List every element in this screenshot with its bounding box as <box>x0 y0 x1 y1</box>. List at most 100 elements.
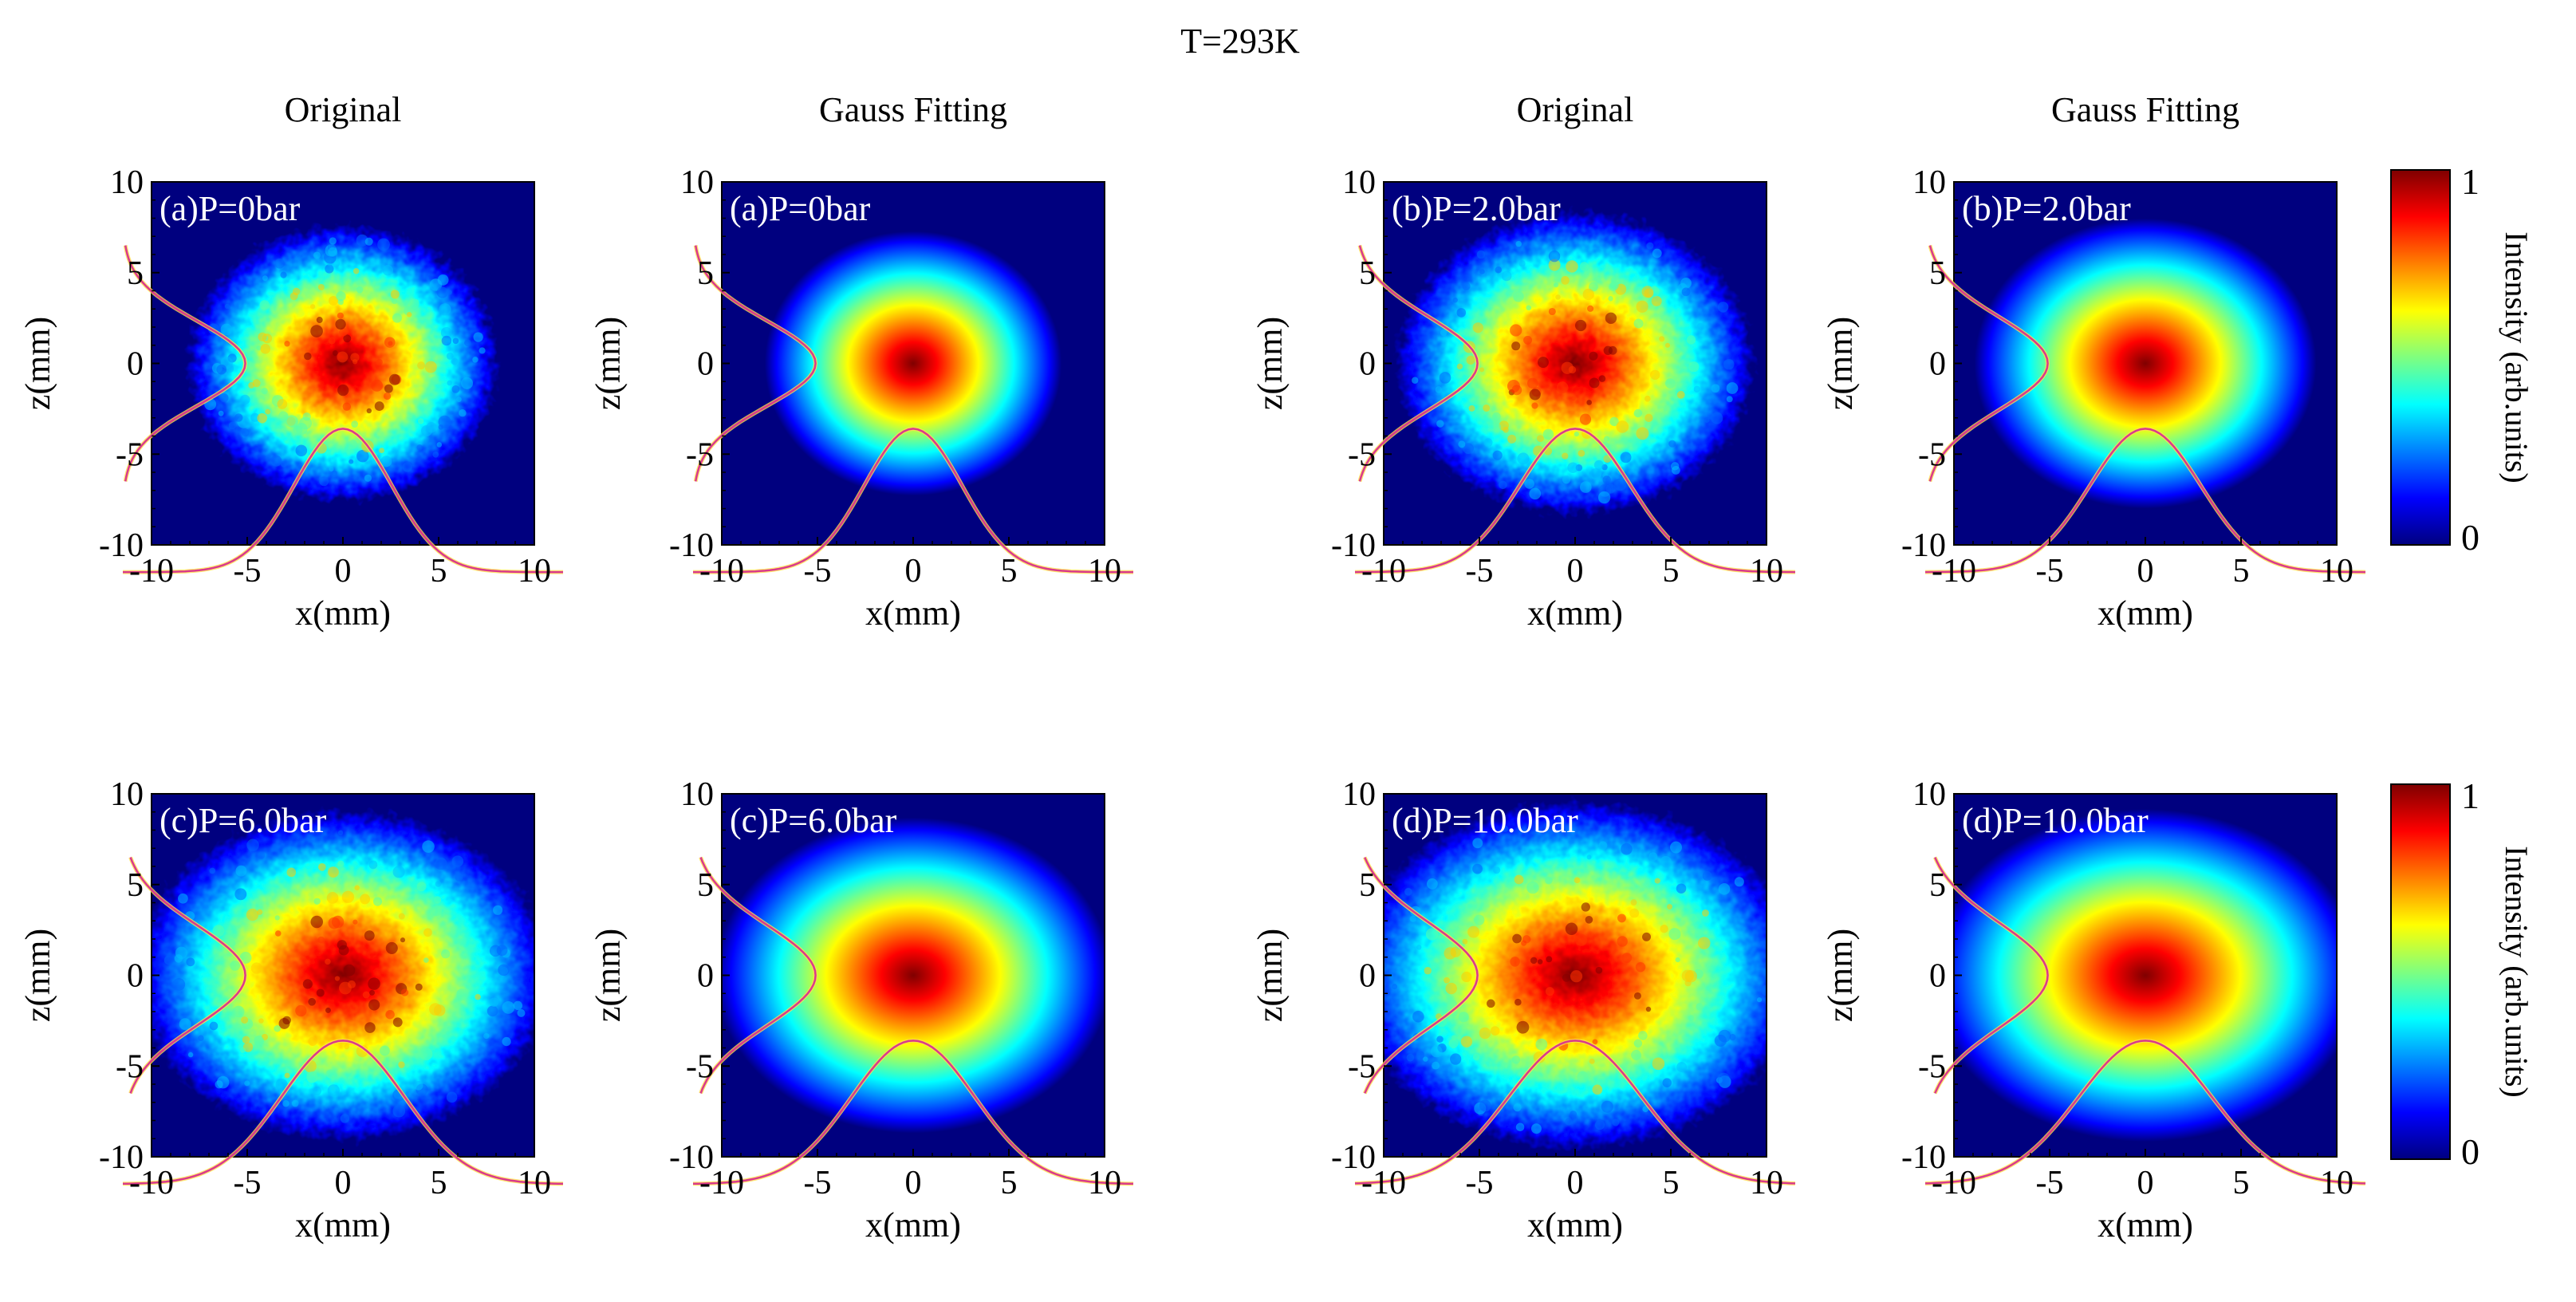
speckle-dot <box>274 1024 282 1032</box>
speckle-dot <box>451 385 460 393</box>
speckle-dot <box>303 950 309 957</box>
y-axis-label: z(mm) <box>1821 317 1860 410</box>
y-tick-label: -5 <box>1918 436 1946 473</box>
speckle-dot <box>232 1005 245 1018</box>
x-profile-fit <box>1354 428 1796 574</box>
x-tick-label: 5 <box>431 1165 447 1201</box>
speckle-dot <box>379 448 384 453</box>
speckle-dot <box>388 373 400 385</box>
speckle-dot <box>1512 933 1522 944</box>
speckle-dot <box>1555 294 1561 300</box>
speckle-dot <box>313 898 321 905</box>
speckle-dot <box>209 1021 219 1031</box>
speckle-dot <box>1507 434 1517 444</box>
speckle-dot <box>1521 940 1527 946</box>
x-tick-label: -5 <box>2036 553 2064 590</box>
speckle-dot <box>356 286 364 294</box>
speckle-dot <box>262 275 268 282</box>
speckle-dot <box>1651 295 1662 306</box>
speckle-dot <box>1483 438 1493 448</box>
colorbar-max-label: 1 <box>2461 161 2479 202</box>
speckle-dot <box>1416 1051 1425 1059</box>
speckle-dot <box>498 964 510 977</box>
speckle-dot <box>1574 933 1588 946</box>
speckle-dot <box>1645 1006 1652 1012</box>
speckle-dot <box>1593 460 1604 470</box>
speckle-dot <box>398 913 405 920</box>
speckle-dot <box>1426 878 1438 890</box>
speckle-dot <box>1515 1122 1525 1132</box>
speckle-dot <box>336 291 346 302</box>
speckle-dot <box>186 957 195 967</box>
speckle-dot <box>172 977 186 991</box>
speckle-dot <box>313 251 321 259</box>
speckle-dot <box>402 462 412 472</box>
x-tick-label: -5 <box>234 1165 262 1201</box>
speckle-dot <box>1501 270 1512 282</box>
speckle-dot <box>278 411 289 422</box>
z-profile-fit <box>1364 857 1479 1094</box>
speckle-dot <box>1564 1009 1573 1018</box>
speckle-dot <box>1581 902 1590 912</box>
speckle-dot <box>302 979 313 989</box>
speckle-dot <box>1586 854 1592 860</box>
y-tick-label: -10 <box>99 1139 144 1176</box>
speckle-dot <box>328 296 338 306</box>
panel-label: (b)P=2.0bar <box>1962 189 2131 228</box>
panel-b-original: (b)P=2.0bar -10-10 -5 -5 0 0 5 5 10 10 x(mm) z(mm) <box>1251 164 1796 633</box>
speckle-dot <box>224 303 230 310</box>
y-tick-label: 10 <box>1342 776 1376 813</box>
speckle-dot <box>348 440 358 449</box>
speckle-dot <box>353 919 358 925</box>
x-tick-label: 10 <box>1750 1165 1783 1201</box>
speckle-dot <box>1479 1099 1491 1112</box>
speckle-dot <box>1644 413 1653 423</box>
speckle-dot <box>1605 312 1617 325</box>
speckle-dot <box>1472 1053 1480 1061</box>
x-profile-fit <box>1924 428 2366 574</box>
speckle-dot <box>241 428 250 437</box>
speckle-dot <box>406 312 412 318</box>
speckle-dot <box>364 474 372 482</box>
x-tick-label: 10 <box>2320 1165 2353 1201</box>
speckle-dot <box>1717 1072 1730 1086</box>
x-profile-fit <box>1354 1040 1796 1185</box>
speckle-dot <box>1633 992 1641 1000</box>
y-tick-label: -5 <box>1348 436 1376 473</box>
speckle-dot <box>1589 1058 1595 1064</box>
speckle-dot <box>486 1005 498 1017</box>
speckle-dot <box>400 988 409 996</box>
speckle-dot <box>1566 260 1578 273</box>
x-tick-label: 10 <box>518 553 551 590</box>
y-tick-label: 0 <box>697 958 714 995</box>
panel-a-original: (a)P=0bar -10-10 -5 -5 0 0 5 5 10 10 x(mm) z(mm) <box>18 164 563 633</box>
y-tick-label: -5 <box>1918 1048 1946 1085</box>
speckle-dot <box>1492 412 1501 421</box>
speckle-dot <box>1479 367 1485 373</box>
speckle-dot <box>1536 435 1544 443</box>
speckle-dot <box>218 410 224 416</box>
speckle-dot <box>327 1084 340 1097</box>
speckle-dot <box>230 961 241 971</box>
speckle-dot <box>1445 982 1457 995</box>
speckle-dot <box>1697 322 1704 330</box>
speckle-dot <box>1510 957 1520 967</box>
x-tick-label: 5 <box>1663 553 1680 590</box>
speckle-dot <box>209 867 216 874</box>
speckle-dot <box>1542 428 1554 440</box>
speckle-dot <box>1511 385 1522 396</box>
speckle-dot <box>1515 240 1522 247</box>
speckle-dot <box>1514 874 1524 885</box>
speckle-dot <box>384 337 396 348</box>
speckle-dot <box>244 1080 250 1087</box>
speckle-dot <box>1698 937 1711 949</box>
profile-curves <box>693 245 1133 574</box>
speckle-dot <box>343 964 356 977</box>
speckle-dot <box>1726 396 1733 403</box>
x-tick-label: 0 <box>905 1165 922 1201</box>
x-tick-label: -10 <box>699 1165 744 1201</box>
speckle-dot <box>259 300 270 310</box>
y-tick-label: 10 <box>680 776 714 813</box>
speckle-dot <box>1523 335 1533 345</box>
speckle-dot <box>1665 378 1676 389</box>
